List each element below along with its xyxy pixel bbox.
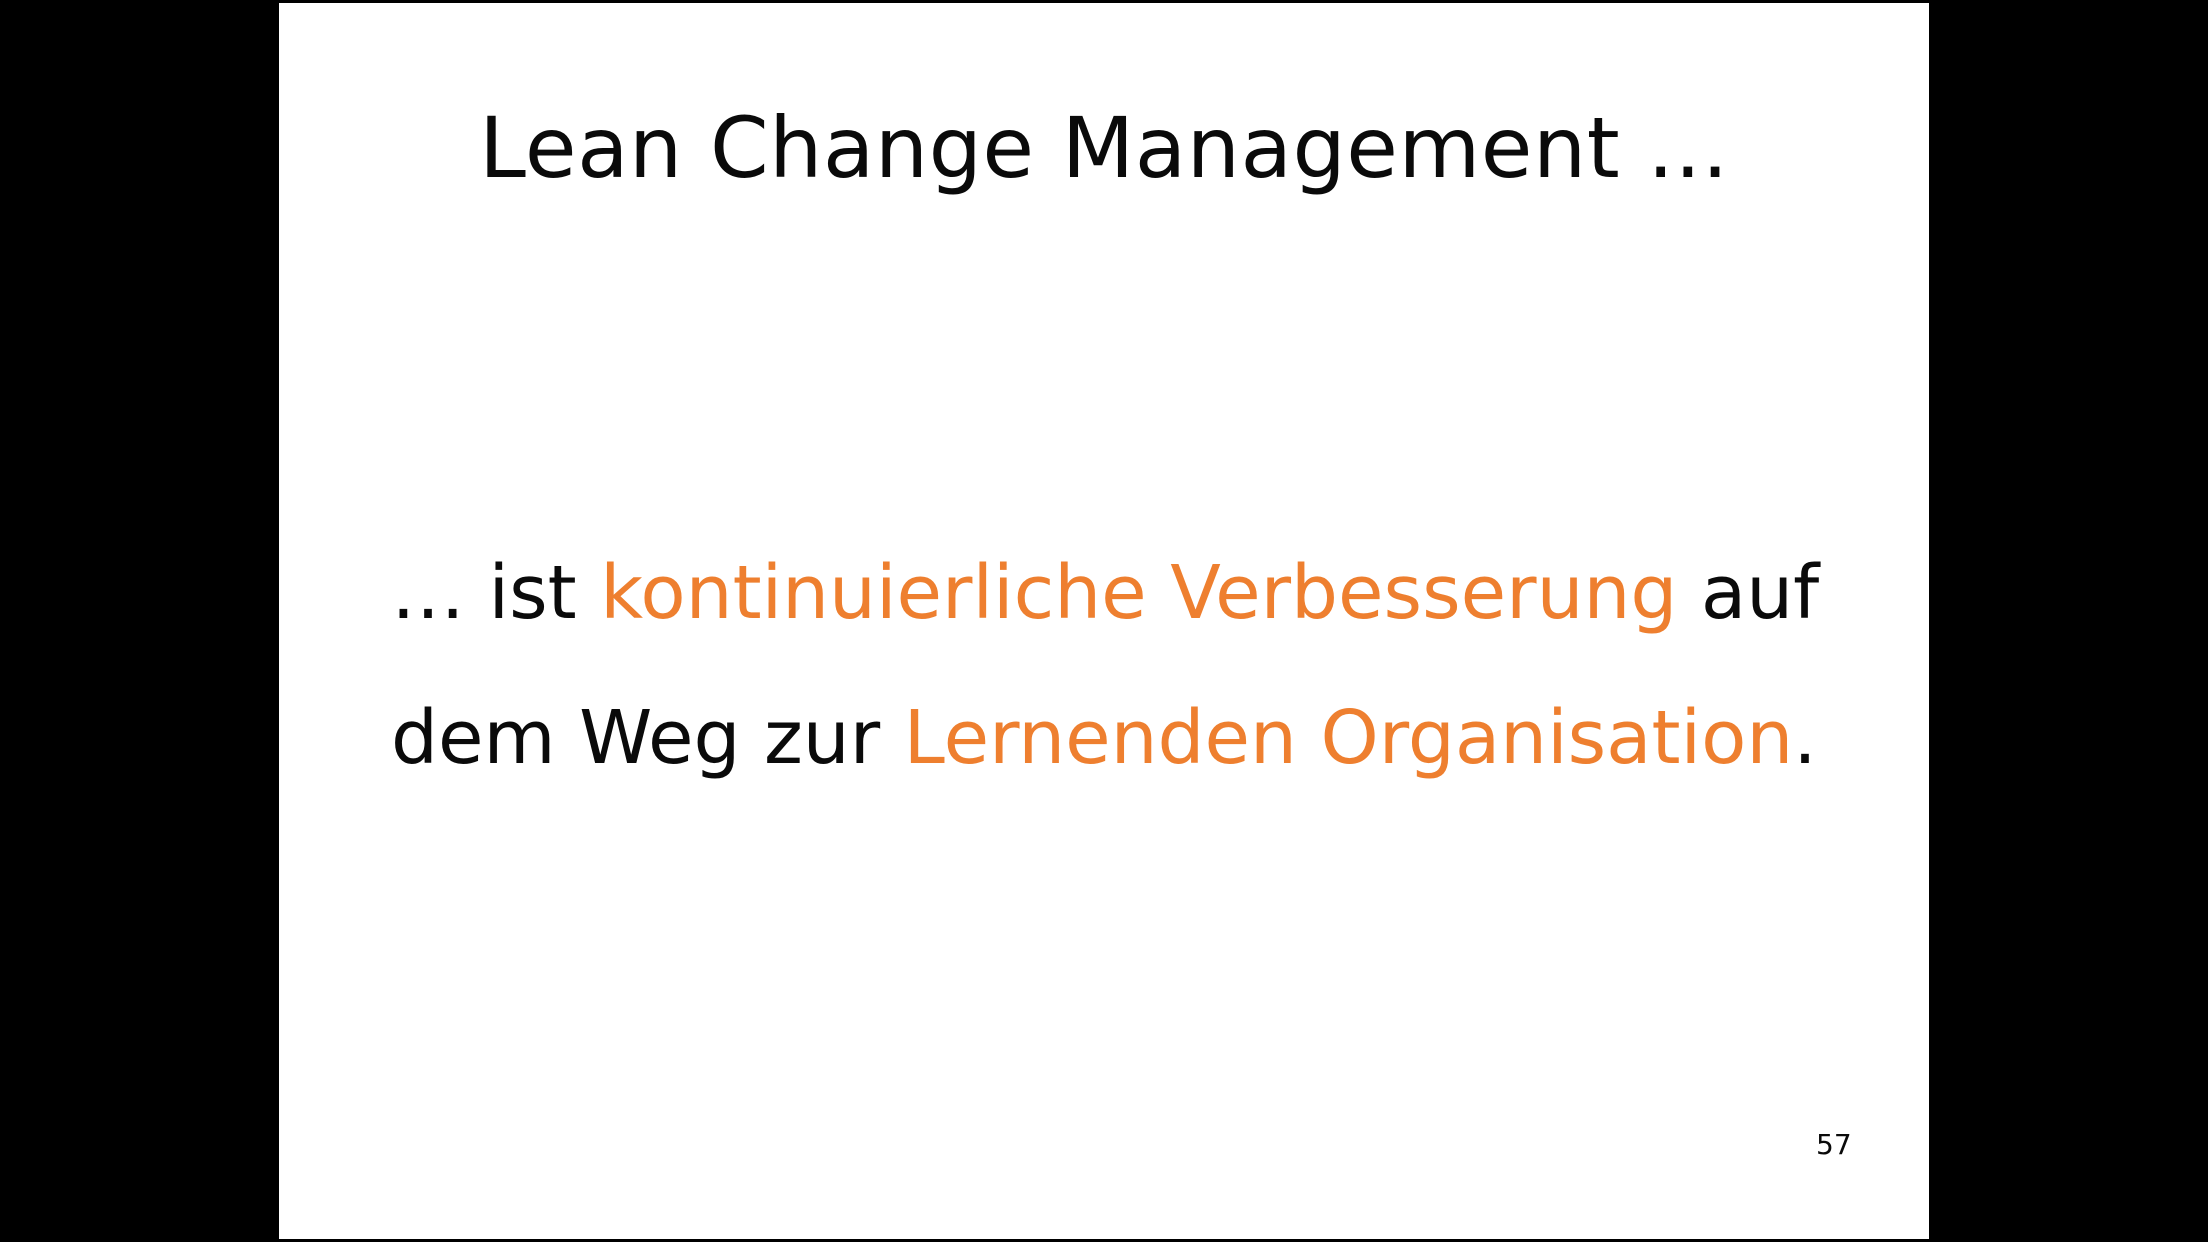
highlight-continuous-improvement: kontinuierliche Verbesserung <box>600 550 1678 636</box>
body-line-2: dem Weg zur Lernenden Organisation. <box>391 666 1819 811</box>
page-number: 57 <box>1816 1128 1852 1161</box>
presentation-slide: Lean Change Management ... … ist kontinu… <box>279 3 1929 1239</box>
body-line-1-prefix: … ist <box>391 550 601 636</box>
body-line-2-prefix: dem Weg zur <box>391 695 904 781</box>
slide-title: Lean Change Management ... <box>479 99 1729 197</box>
body-line-1: … ist kontinuierliche Verbesserung auf <box>391 521 1819 666</box>
body-line-2-suffix: . <box>1793 695 1817 781</box>
highlight-learning-organization: Lernenden Organisation <box>903 695 1794 781</box>
slide-body: … ist kontinuierliche Verbesserung auf d… <box>391 521 1819 811</box>
body-line-1-suffix: auf <box>1677 550 1820 636</box>
